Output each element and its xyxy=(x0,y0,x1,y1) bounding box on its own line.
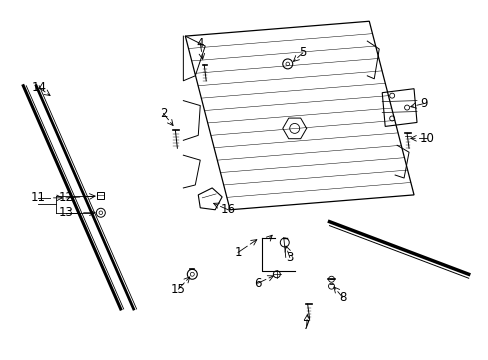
Text: 12: 12 xyxy=(59,192,73,204)
Text: 3: 3 xyxy=(285,251,293,264)
Text: 16: 16 xyxy=(220,203,235,216)
Bar xyxy=(97,192,103,199)
Text: 7: 7 xyxy=(302,319,310,332)
Text: 8: 8 xyxy=(338,291,346,303)
Text: 14: 14 xyxy=(32,81,46,94)
Text: 9: 9 xyxy=(419,97,427,110)
Text: 4: 4 xyxy=(196,37,203,50)
Text: 2: 2 xyxy=(160,107,167,120)
Text: 13: 13 xyxy=(59,206,73,219)
Text: 11: 11 xyxy=(31,192,45,204)
Text: 6: 6 xyxy=(254,277,261,290)
Text: 15: 15 xyxy=(171,283,185,296)
Text: 5: 5 xyxy=(298,46,305,59)
Text: 10: 10 xyxy=(419,132,433,145)
Text: 1: 1 xyxy=(234,246,241,259)
